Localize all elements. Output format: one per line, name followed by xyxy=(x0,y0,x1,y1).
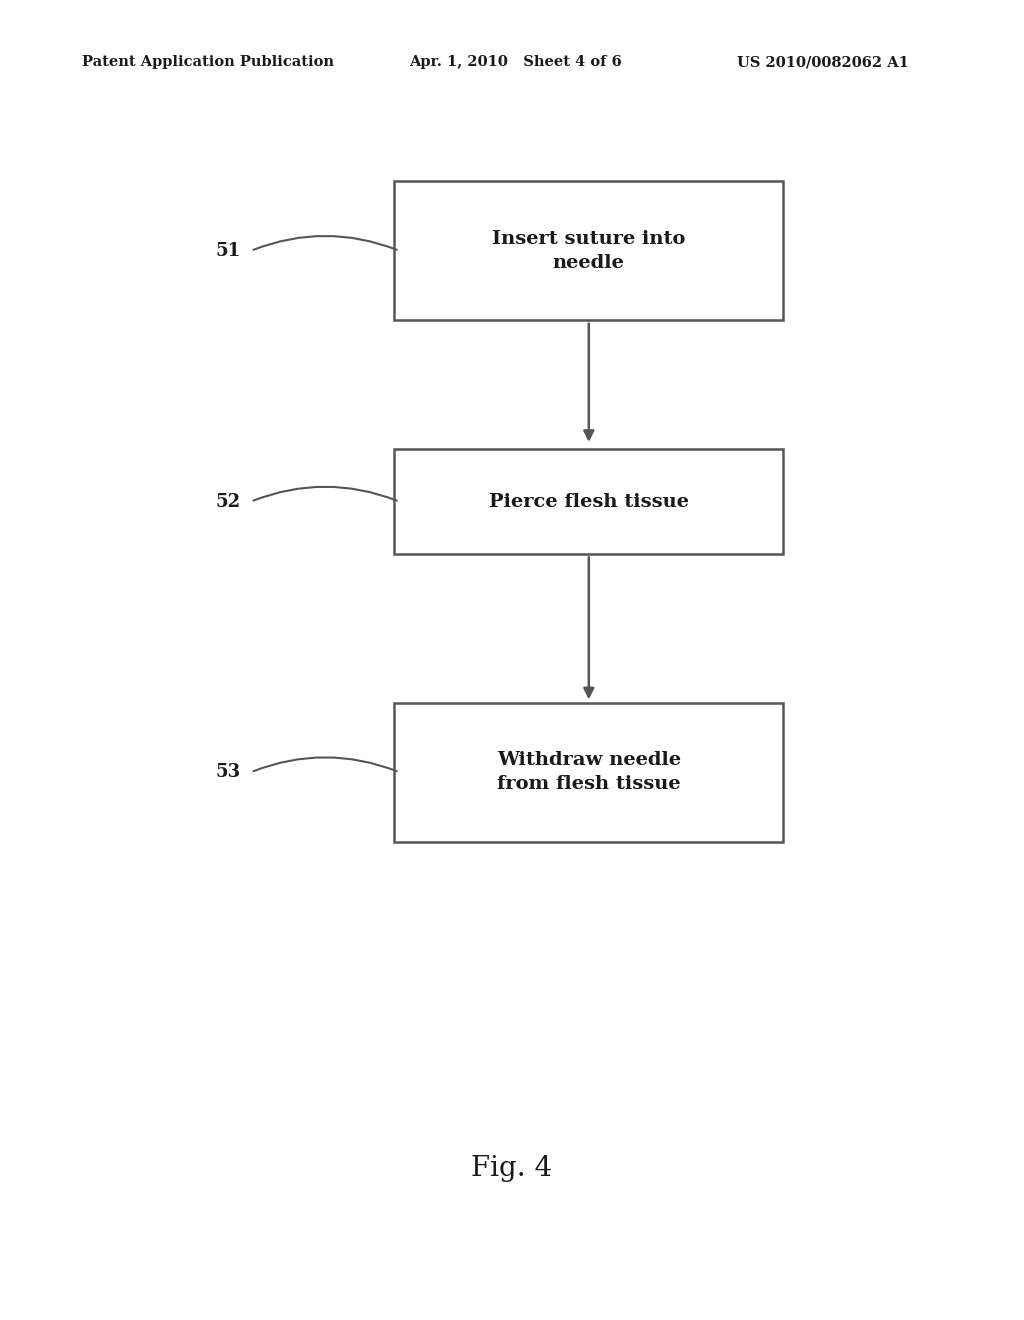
Text: Withdraw needle
from flesh tissue: Withdraw needle from flesh tissue xyxy=(497,751,681,793)
Text: Patent Application Publication: Patent Application Publication xyxy=(82,55,334,70)
Text: Pierce flesh tissue: Pierce flesh tissue xyxy=(488,492,689,511)
Text: Fig. 4: Fig. 4 xyxy=(471,1155,553,1181)
Text: Insert suture into
needle: Insert suture into needle xyxy=(493,230,685,272)
Text: Apr. 1, 2010   Sheet 4 of 6: Apr. 1, 2010 Sheet 4 of 6 xyxy=(410,55,623,70)
Bar xyxy=(394,181,783,319)
Text: 53: 53 xyxy=(215,763,241,781)
Bar xyxy=(394,704,783,842)
Text: 51: 51 xyxy=(215,242,241,260)
Text: US 2010/0082062 A1: US 2010/0082062 A1 xyxy=(737,55,909,70)
Text: 52: 52 xyxy=(215,492,241,511)
Bar xyxy=(394,449,783,554)
